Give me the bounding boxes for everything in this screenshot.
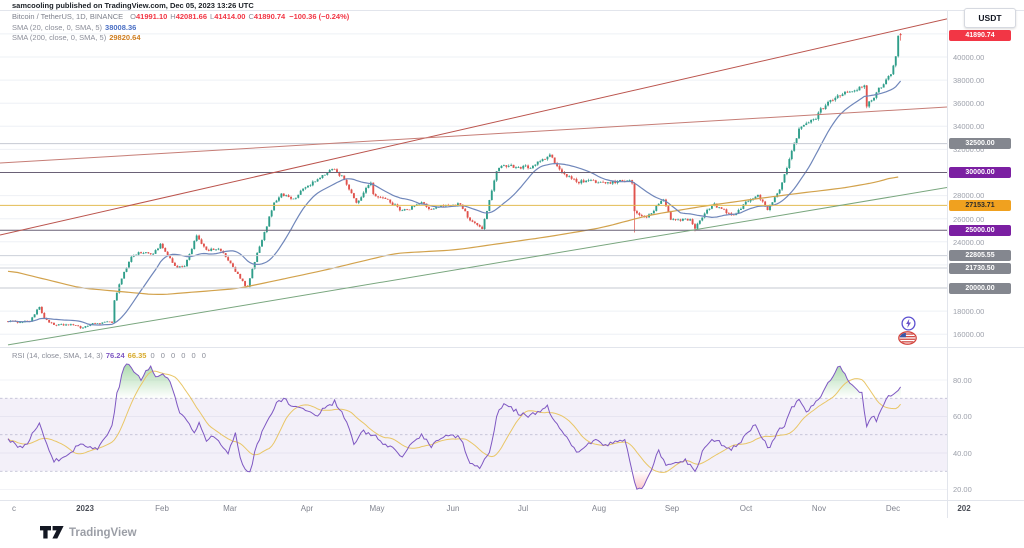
sma200-legend-row[interactable]: SMA (200, close, 0, SMA, 5) 29820.64 (12, 33, 141, 42)
price-badge: 27153.71 (949, 199, 1011, 211)
price-tick-label: 18000.00 (953, 306, 985, 316)
rsi-panel[interactable] (0, 347, 947, 500)
price-badge: 41890.74 (949, 29, 1011, 41)
price-axis-border (947, 10, 948, 518)
time-tick-label: May (369, 504, 385, 513)
ohlc-value: 41414.00 (214, 12, 246, 21)
us-flag-icon (898, 331, 917, 345)
time-tick-label: c (12, 504, 16, 513)
rsi-tick-label: 40.00 (953, 448, 972, 458)
time-tick-label: Nov (811, 504, 827, 513)
tradingview-brand[interactable]: TradingView (40, 526, 137, 539)
price-badge: 32500.00 (949, 138, 1011, 150)
price-tick-label: 36000.00 (953, 99, 985, 108)
sma20-value: 38008.36 (105, 22, 137, 32)
rsi-label: RSI (14, close, SMA, 14, 3) (12, 351, 103, 360)
time-tick-label: Dec (885, 504, 901, 513)
brand-text: TradingView (69, 526, 137, 539)
rsi-legend-row[interactable]: RSI (14, close, SMA, 14, 3) 76.24 66.35 0 0… (12, 351, 208, 360)
rsi-tick-label: 80.00 (953, 375, 972, 385)
time-tick-label: Oct (739, 504, 753, 513)
ohlc-letter: O (130, 12, 136, 21)
price-tick-label: 40000.00 (953, 52, 985, 62)
lightning-sticker[interactable] (901, 316, 916, 336)
us-flag-sticker[interactable] (898, 331, 917, 350)
price-badge: 22805.55 (949, 250, 1011, 262)
time-tick-label: Aug (591, 504, 607, 513)
price-tick-label: 16000.00 (953, 330, 985, 339)
upper-resistance-line[interactable] (0, 106, 947, 164)
rsi-value: 76.24 (105, 351, 125, 360)
time-axis[interactable]: c 2023 Feb Mar Apr May Jun Jul Aug Sep Oct Nov Dec 20… (0, 500, 971, 518)
ohlc-letter: L (210, 12, 215, 21)
time-tick-label: Sep (664, 504, 680, 513)
time-tick-label: Mar (223, 504, 237, 513)
ascending-resistance-line[interactable] (0, 18, 947, 236)
time-tick-label: Jun (446, 504, 460, 513)
panel-divider[interactable] (0, 347, 1024, 348)
currency-button[interactable]: USDT (964, 8, 1016, 28)
sma200-value: 29820.64 (109, 32, 141, 42)
sma20-label: SMA (20, close, 0, SMA, 5) (12, 22, 103, 32)
rsi-band (0, 398, 947, 472)
price-badge: 30000.00 (949, 167, 1011, 178)
time-tick-label: Jul (517, 504, 529, 513)
publish-line: samcooling published on TradingView.com,… (12, 1, 254, 10)
sma200-line[interactable] (7, 176, 899, 295)
ohlc-value: 41991.10 (136, 12, 168, 21)
main-panel[interactable] (0, 18, 947, 346)
lightning-icon (901, 316, 916, 331)
price-tick-label: 32000.00 (953, 145, 985, 155)
symbol-legend-row[interactable]: Bitcoin / TetherUS, 1D, BINANCE O41991.10… (12, 12, 349, 21)
ohlc-value: 41890.74 (253, 12, 286, 21)
price-tick-label: 26000.00 (953, 214, 985, 224)
rsi-line[interactable] (7, 363, 902, 490)
ohlc-values: O41991.10 H42081.66 L41414.00 C41890.74 (127, 12, 285, 21)
price-badge: 20000.00 (949, 282, 1011, 294)
ohlc-letter: H (170, 12, 176, 21)
time-tick-label: 202 (957, 504, 971, 513)
price-tick-label: 38000.00 (953, 75, 985, 85)
symbol-title: Bitcoin / TetherUS, 1D, BINANCE (12, 12, 124, 21)
rsi-ma-value: 66.35 (127, 351, 147, 360)
rsi-tick-label: 60.00 (953, 412, 972, 422)
rsi-tick-label: 20.00 (953, 485, 972, 495)
time-axis-divider (0, 500, 1024, 501)
price-tick-label: 28000.00 (953, 191, 985, 201)
ascending-support-line[interactable] (7, 187, 947, 346)
time-tick-label: Feb (155, 504, 169, 513)
tradingview-logo-icon (40, 526, 64, 539)
change-value: −100.36 (−0.24%) (289, 12, 350, 21)
price-axis[interactable]: USDT 40000.00 38000.00 36000.00 34000.00 320… (947, 8, 1024, 518)
rsi-ma-line[interactable] (7, 370, 901, 473)
price-badge: 25000.00 (949, 224, 1011, 236)
price-tick-label: 24000.00 (953, 237, 985, 247)
price-tick-label: 34000.00 (953, 122, 985, 132)
top-border (0, 10, 1024, 11)
price-badge: 21730.50 (949, 262, 1011, 274)
candlestick-series (7, 32, 902, 329)
ohlc-letter: C (248, 12, 254, 21)
time-tick-label: 2023 (76, 504, 94, 513)
time-tick-label: Apr (300, 504, 314, 513)
ohlc-value: 42081.66 (175, 12, 208, 21)
sma20-legend-row[interactable]: SMA (20, close, 0, SMA, 5) 38008.36 (12, 23, 136, 32)
sma200-label: SMA (200, close, 0, SMA, 5) (12, 32, 107, 42)
rsi-extra-values: 0 0 0 0 0 0 (150, 351, 208, 360)
